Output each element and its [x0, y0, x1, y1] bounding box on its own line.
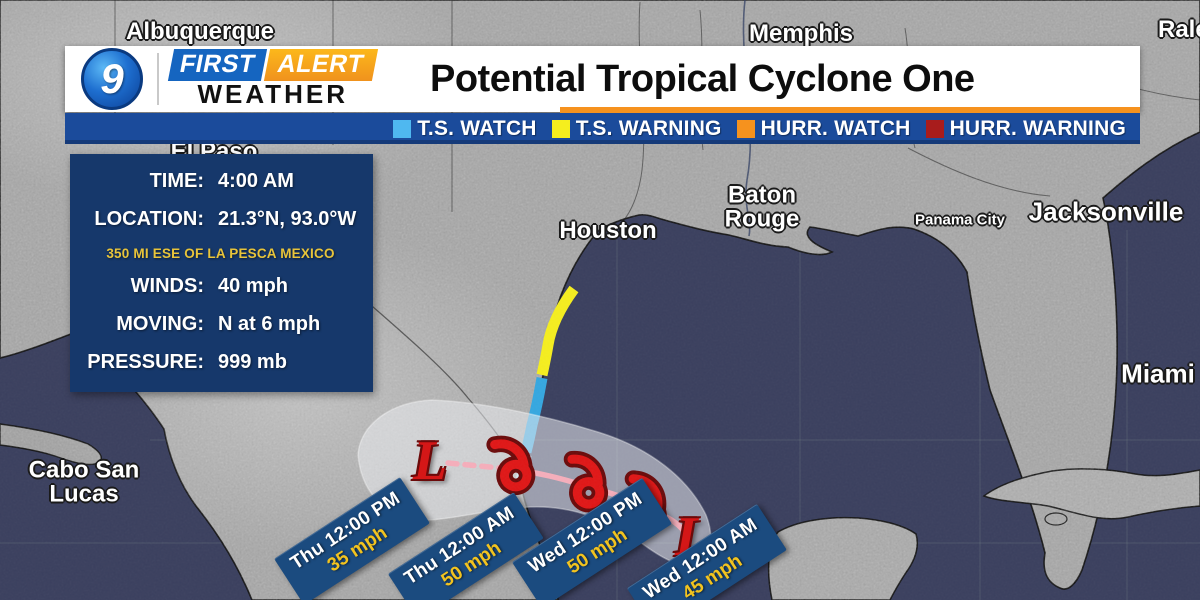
ts-warning-swatch-icon: [551, 119, 570, 138]
alert-wordmark: ALERT: [263, 48, 378, 81]
legend-item-hurr-watch: HURR. WATCH: [736, 116, 911, 141]
info-label: PRESSURE:: [87, 350, 204, 373]
city-label-jacksonville: Jacksonville: [1028, 196, 1184, 227]
ts-watch-swatch-icon: [393, 119, 412, 138]
weather-wordmark: WEATHER: [197, 78, 349, 109]
info-label: WINDS:: [130, 275, 204, 298]
station-9-logo: 9: [81, 48, 143, 110]
header-divider: [157, 53, 159, 105]
first-alert-row: FIRST ALERT: [167, 48, 378, 81]
legend-item-ts-warning: T.S. WARNING: [551, 116, 722, 141]
first-alert-weather-logo: FIRST ALERT WEATHER: [167, 48, 378, 110]
storm-info-panel: TIME: 4:00 AM LOCATION: 21.3°N, 93.0°W 3…: [70, 154, 373, 392]
legend-label: HURR. WARNING: [949, 116, 1126, 140]
info-value: 999 mb: [218, 350, 287, 373]
city-label-baton-rouge: Baton Rouge: [724, 181, 800, 233]
info-label: MOVING:: [116, 313, 204, 336]
info-value: 21.3°N, 93.0°W: [218, 207, 357, 230]
info-row-time: TIME: 4:00 AM: [78, 170, 363, 193]
city-label-memphis: Memphis: [748, 19, 854, 47]
legend-label: HURR. WATCH: [760, 116, 911, 140]
info-row-location: LOCATION: 21.3°N, 93.0°W: [78, 208, 363, 231]
info-value: 4:00 AM: [218, 170, 294, 192]
city-label-miami: Miami: [1121, 358, 1195, 389]
info-value: N at 6 mph: [218, 313, 321, 336]
legend-label: T.S. WARNING: [575, 116, 722, 140]
orange-accent-strip: [560, 107, 1140, 114]
header-bar: 9 FIRST ALERT WEATHER Potential Tropical…: [65, 46, 1140, 112]
info-value: 40 mph: [218, 275, 289, 298]
info-label: TIME:: [149, 170, 204, 192]
city-label-albuquerque: Albuquerque: [126, 17, 274, 45]
city-label-cabo-san-lucas: Cabo San Lucas: [28, 456, 140, 508]
legend-bar: T.S. WATCH T.S. WARNING HURR. WATCH HURR…: [65, 113, 1140, 144]
info-row-winds: WINDS: 40 mph: [78, 275, 363, 298]
info-row-pressure: PRESSURE: 999 mb: [78, 351, 363, 374]
legend-item-ts-watch: T.S. WATCH: [393, 117, 536, 141]
low-pressure-marker: L: [412, 430, 448, 492]
hurr-watch-swatch-icon: [736, 119, 755, 138]
city-label-panama-city: Panama City: [914, 211, 1006, 229]
legend-item-hurr-warning: HURR. WARNING: [925, 116, 1126, 141]
info-distance-note: 350 MI ESE OF LA PESCA MEXICO: [106, 245, 335, 261]
info-row-moving: MOVING: N at 6 mph: [78, 313, 363, 336]
info-label: LOCATION:: [94, 207, 204, 230]
headline-title: Potential Tropical Cyclone One: [429, 57, 975, 100]
hurr-warning-swatch-icon: [925, 119, 944, 138]
first-wordmark: FIRST: [167, 48, 267, 81]
city-label-houston: Houston: [559, 216, 657, 244]
station-number: 9: [100, 55, 124, 102]
legend-label: T.S. WATCH: [417, 116, 537, 140]
city-label-raleigh: Raleigh: [1158, 15, 1200, 43]
